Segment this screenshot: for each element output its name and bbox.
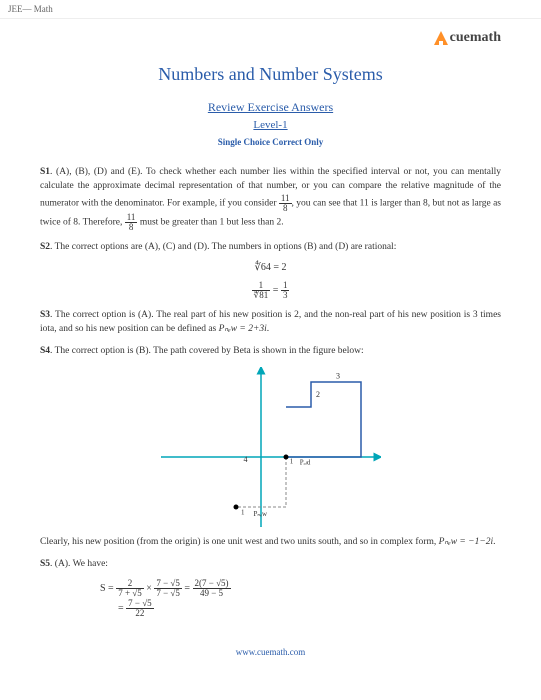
s4-after-text-b: . xyxy=(493,537,495,547)
section-type: Single Choice Correct Only xyxy=(40,137,501,147)
s3-formula: Pₙₑw = 2+3i xyxy=(219,324,267,334)
s3-block: S3. The correct option is (A). The real … xyxy=(40,308,501,337)
s2-text: . The correct options are (A), (C) and (… xyxy=(50,242,396,252)
s5-block: S5. (A). We have: xyxy=(40,557,501,571)
svg-text:Pₙₑw: Pₙₑw xyxy=(253,509,267,517)
logo-icon xyxy=(432,29,450,47)
svg-text:1: 1 xyxy=(241,508,245,516)
breadcrumb: JEE— Math xyxy=(0,0,541,19)
svg-text:3: 3 xyxy=(336,371,340,380)
s4-text: . The correct option is (B). The path co… xyxy=(50,346,364,356)
footer-url: www.cuemath.com xyxy=(0,639,541,665)
svg-text:4: 4 xyxy=(243,455,247,464)
page-content: cuemath Numbers and Number Systems Revie… xyxy=(0,19,541,639)
s4-block: S4. The correct option is (B). The path … xyxy=(40,344,501,358)
svg-text:Pₒₗd: Pₒₗd xyxy=(299,458,310,466)
s2-block: S2. The correct options are (A), (C) and… xyxy=(40,240,501,254)
s4-after-text-a: Clearly, his new position (from the orig… xyxy=(40,537,439,547)
s3-text-b: . xyxy=(267,324,269,334)
coordinate-chart: 3 2 4 1 Pₒₗd 1 Pₙₑw xyxy=(161,367,381,527)
s5-text: . (A). We have: xyxy=(50,559,108,569)
s4-after-formula: Pₙₑw = −1−2i xyxy=(439,537,494,547)
s1-block: S1. (A), (B), (D) and (E). To check whet… xyxy=(40,165,501,232)
s5-equation: S = 27 + √5 × 7 − √57 − √5 = 2(7 − √5)49… xyxy=(100,579,501,619)
s1-label: S1 xyxy=(40,167,50,177)
s4-label: S4 xyxy=(40,346,50,356)
s1-frac2: 118 xyxy=(125,213,138,232)
s2-eq1: ∜64 = 2 xyxy=(40,262,501,273)
s4-after-block: Clearly, his new position (from the orig… xyxy=(40,535,501,549)
s1-frac1: 118 xyxy=(279,194,292,213)
subtitle: Review Exercise Answers xyxy=(40,100,501,115)
svg-text:1: 1 xyxy=(289,457,293,465)
s1-text-c: must be greater than 1 but less than 2. xyxy=(137,217,283,227)
page-title: Numbers and Number Systems xyxy=(40,64,501,85)
level: Level-1 xyxy=(40,119,501,131)
s2-label: S2 xyxy=(40,242,50,252)
logo-text: cuemath xyxy=(450,30,501,45)
s5-label: S5 xyxy=(40,559,50,569)
s3-label: S3 xyxy=(40,310,50,320)
svg-text:2: 2 xyxy=(316,390,320,399)
logo: cuemath xyxy=(432,29,501,47)
s3-text-a: . The correct option is (A). The real pa… xyxy=(40,310,501,334)
s2-eq2: 1∜81 = 13 xyxy=(40,281,501,300)
